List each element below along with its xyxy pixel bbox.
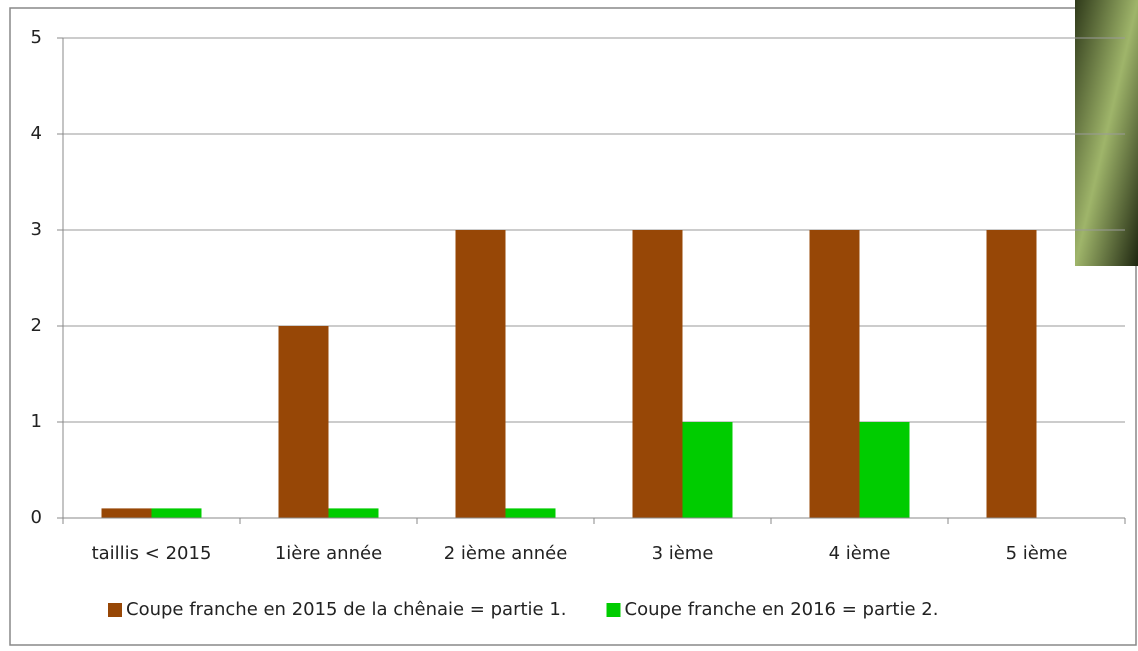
bar: [506, 508, 556, 518]
y-tick-label: 1: [31, 411, 42, 432]
legend-label: Coupe franche en 2016 = partie 2.: [625, 599, 939, 620]
bar: [456, 230, 506, 518]
bar: [683, 422, 733, 518]
x-tick-label: 5 ième: [1006, 543, 1068, 564]
chart: 0 1 2 3 4 5 taillis < 2015 1ière année 2 ième an…: [0, 0, 1138, 647]
y-tick-label: 0: [31, 507, 42, 528]
legend-label: Coupe franche en 2015 de la chênaie = pa…: [126, 599, 567, 620]
x-tick-label: 3 ième: [652, 543, 714, 564]
x-tick-label: 1ière année: [275, 543, 382, 564]
y-tick-label: 2: [31, 315, 42, 336]
bar: [152, 508, 202, 518]
bar: [860, 422, 910, 518]
legend-swatch: [108, 603, 122, 617]
bar: [279, 326, 329, 518]
x-tick-label: 4 ième: [829, 543, 891, 564]
y-tick-label: 3: [31, 219, 42, 240]
bar: [329, 508, 379, 518]
x-tick-label: 2 ième année: [444, 543, 568, 564]
y-tick-label: 4: [31, 123, 42, 144]
bar: [633, 230, 683, 518]
x-tick-label: taillis < 2015: [92, 543, 212, 564]
bar: [102, 508, 152, 518]
photo: [1075, 0, 1138, 266]
bar: [987, 230, 1037, 518]
y-tick-label: 5: [31, 27, 42, 48]
bar: [810, 230, 860, 518]
legend-swatch: [607, 603, 621, 617]
